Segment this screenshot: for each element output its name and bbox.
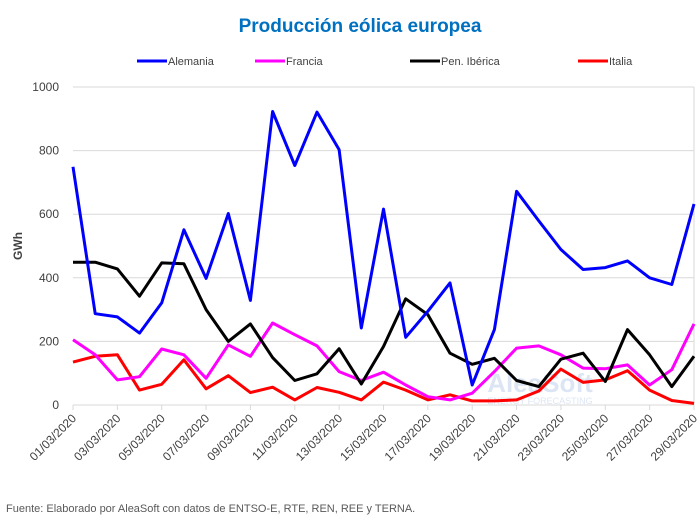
y-tick-label: 0 [52, 398, 59, 412]
legend: Alemania Francia Pen. Ibérica Italia [137, 56, 633, 68]
x-tick-label: 13/03/2020 [293, 411, 346, 464]
legend-item: Francia [255, 56, 324, 68]
legend-label: Francia [286, 56, 324, 68]
y-axis-label: GWh [11, 232, 25, 260]
x-tick-label: 05/03/2020 [115, 411, 168, 464]
x-tick-label: 07/03/2020 [160, 411, 213, 464]
x-tick-label: 17/03/2020 [382, 411, 435, 464]
series-line-pen-ib-rica [73, 260, 696, 389]
source-note: Fuente: Elaborado por AleaSoft con datos… [6, 503, 415, 515]
x-tick-label: 27/03/2020 [603, 411, 656, 464]
y-tick-label: 200 [39, 334, 59, 348]
x-tick-label: 01/03/2020 [27, 411, 80, 464]
x-tick-label: 19/03/2020 [426, 411, 479, 464]
series-lines [71, 110, 696, 405]
legend-item: Italia [578, 56, 633, 68]
x-tick-label: 09/03/2020 [204, 411, 257, 464]
x-tick-label: 21/03/2020 [470, 411, 523, 464]
gridlines [73, 86, 695, 406]
chart-title: Producción eólica europea [239, 16, 482, 37]
x-tick-label: 23/03/2020 [515, 411, 568, 464]
y-axis-ticks: 0 200 400 600 800 1000 [32, 80, 59, 412]
series-line-italia [72, 353, 695, 405]
series-line-francia [72, 321, 696, 402]
watermark-tagline: ENERGY FORECASTING [487, 396, 592, 406]
y-tick-label: 400 [39, 271, 59, 285]
series-line-alemania [71, 110, 696, 387]
legend-item: Alemania [137, 56, 215, 68]
y-tick-label: 800 [39, 144, 59, 158]
x-tick-label: 29/03/2020 [648, 411, 699, 464]
x-tick-label: 25/03/2020 [559, 411, 612, 464]
legend-label: Pen. Ibérica [441, 56, 501, 68]
x-tick-label: 15/03/2020 [337, 411, 390, 464]
legend-label: Italia [609, 56, 633, 68]
y-tick-label: 1000 [32, 80, 59, 94]
y-tick-label: 600 [39, 207, 59, 221]
x-tick-label: 03/03/2020 [71, 411, 124, 464]
legend-label: Alemania [168, 56, 215, 68]
x-axis-ticks: 01/03/202003/03/202005/03/202007/03/2020… [27, 405, 699, 464]
legend-item: Pen. Ibérica [410, 56, 501, 68]
